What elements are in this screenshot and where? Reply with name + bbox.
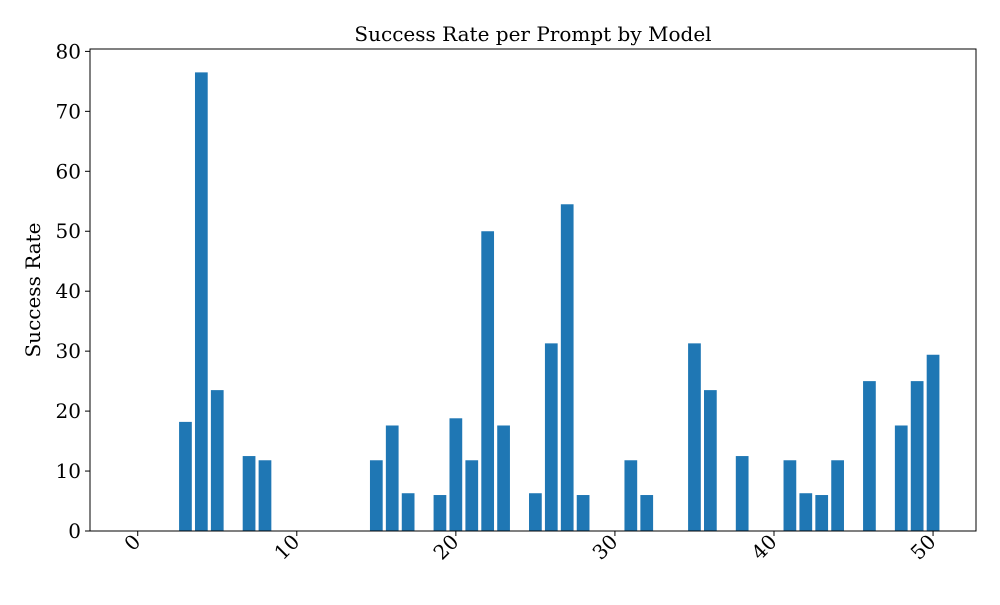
bar-50 [926,354,940,531]
bar-36 [704,390,717,531]
bar-7 [242,456,256,531]
bar-44 [831,460,844,531]
x-tick-label-30: 30 [587,530,622,565]
bar-17 [401,493,415,531]
plot-frame [89,48,977,532]
bar-26 [544,343,558,531]
y-tick-label-20: 20 [56,399,81,423]
bar-48 [894,425,908,531]
x-tick-label-0: 0 [119,530,145,556]
bar-31 [624,460,638,531]
bar-19 [433,495,447,531]
bar-23 [497,425,510,531]
bars-group [179,72,940,531]
bar-42 [799,493,813,531]
y-tick-label-10: 10 [56,459,81,483]
bar-22 [481,231,495,531]
bar-3 [179,421,192,531]
bar-35 [688,343,701,531]
bar-27 [560,204,574,531]
x-tick-label-50: 50 [906,530,941,565]
bar-38 [735,456,749,531]
bar-15 [369,460,383,531]
bar-8 [258,460,272,531]
bar-46 [863,381,876,531]
bar-25 [529,493,542,531]
chart-title: Success Rate per Prompt by Model [354,22,711,46]
y-tick-label-0: 0 [68,519,81,543]
bar-4 [194,72,208,531]
y-axis-label: Success Rate [21,222,45,357]
x-tick-label-10: 10 [269,530,304,565]
bar-5 [210,390,224,531]
bar-16 [385,425,399,531]
bar-21 [465,460,479,531]
x-tick-label-20: 20 [428,530,463,565]
y-tick-label-80: 80 [56,39,81,63]
x-tick-label-40: 40 [747,530,782,565]
bar-49 [910,381,924,531]
bar-32 [640,495,654,531]
y-tick-label-70: 70 [56,99,81,123]
y-tick-label-50: 50 [56,219,81,243]
bar-28 [576,495,590,531]
y-tick-label-30: 30 [56,339,81,363]
bar-20 [449,418,463,531]
y-tick-label-40: 40 [56,279,81,303]
y-tick-label-60: 60 [56,159,81,183]
bar-41 [783,460,797,531]
bar-43 [815,495,829,531]
